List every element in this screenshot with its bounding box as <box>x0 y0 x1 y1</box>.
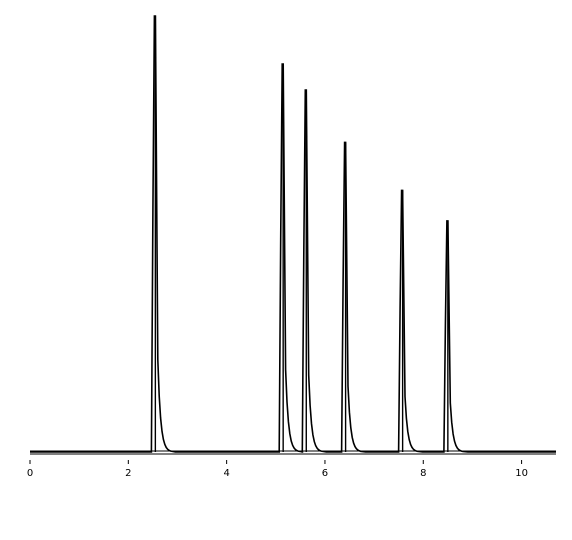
x-tick-label-8: 8 <box>420 468 426 479</box>
x-tick-label-4: 4 <box>223 468 229 479</box>
x-tick-label-10: 10 <box>515 468 528 479</box>
x-tick-label-6: 6 <box>322 468 328 479</box>
baseline-group <box>30 450 556 455</box>
x-axis: 0 2 4 6 8 10 <box>27 460 528 479</box>
signal-trace <box>30 15 556 453</box>
x-tick-label-2: 2 <box>125 468 131 479</box>
x-tick-label-0: 0 <box>27 468 33 479</box>
signal-group <box>30 15 556 453</box>
